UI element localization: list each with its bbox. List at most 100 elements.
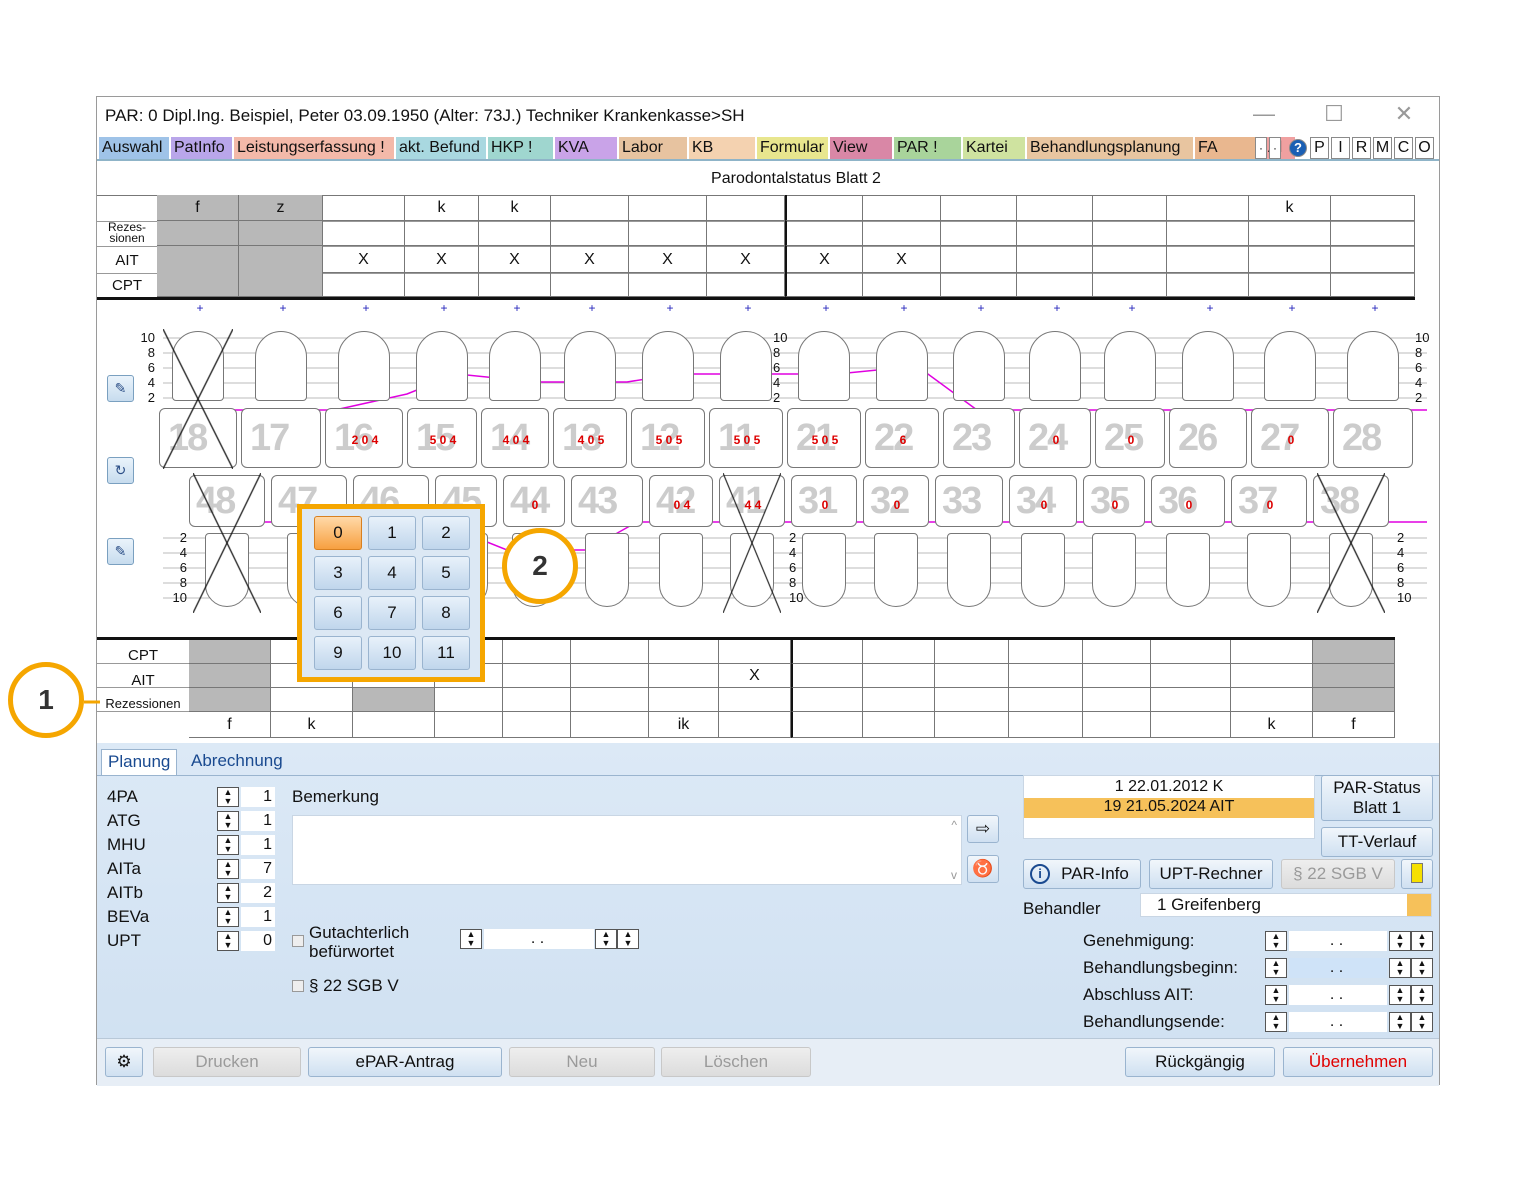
depth-button-2[interactable]: 2 — [422, 516, 470, 550]
lower-cell[interactable] — [435, 712, 503, 738]
upper-cell[interactable] — [629, 221, 707, 246]
upper-cell[interactable] — [707, 272, 785, 297]
tooth-crown[interactable]: 12 5 0 5 — [631, 408, 705, 468]
lower-cell[interactable] — [935, 640, 1009, 664]
upper-cell[interactable]: X — [405, 246, 479, 273]
tooth-crown[interactable]: 27 0 — [1251, 408, 1329, 468]
lower-cell[interactable] — [1313, 664, 1395, 688]
depth-button-9[interactable]: 9 — [314, 636, 362, 670]
tooth-crown[interactable]: 15 5 0 4 — [407, 408, 477, 468]
menu-scroll-left[interactable]: · — [1255, 137, 1267, 159]
lower-cell[interactable] — [1313, 640, 1395, 664]
lower-cell[interactable] — [1083, 640, 1151, 664]
depth-button-10[interactable]: 10 — [368, 636, 416, 670]
upper-cell[interactable] — [863, 195, 941, 221]
lower-cell[interactable] — [649, 640, 719, 664]
date-spinner[interactable]: ▲ ▼ — [1389, 985, 1411, 1005]
upper-cell[interactable]: X — [785, 246, 863, 273]
date-spin-up2[interactable]: ▲ ▼ — [617, 929, 639, 949]
upper-cell[interactable] — [551, 272, 629, 297]
depth-button-0[interactable]: 0 — [314, 516, 362, 550]
nav-button-P[interactable]: P — [1310, 137, 1329, 159]
lower-cell[interactable] — [571, 640, 649, 664]
lower-cell[interactable] — [189, 688, 271, 712]
upper-cell[interactable]: z — [239, 195, 323, 221]
upper-cell[interactable]: X — [479, 246, 551, 273]
lower-cell[interactable] — [719, 688, 791, 712]
lower-cell[interactable] — [1009, 688, 1083, 712]
gutachterlich-checkbox[interactable] — [292, 935, 304, 947]
counter-spinner[interactable]: ▲ ▼ — [217, 835, 239, 855]
tooth-crown[interactable]: 25 0 — [1095, 408, 1165, 468]
lower-cell[interactable] — [1009, 664, 1083, 688]
upper-cell[interactable] — [1017, 221, 1093, 246]
date-value[interactable]: . . — [1289, 1012, 1387, 1032]
upper-cell[interactable] — [863, 221, 941, 246]
lower-cell[interactable] — [1009, 640, 1083, 664]
upper-cell[interactable]: f — [157, 195, 239, 221]
upper-cell[interactable] — [323, 272, 405, 297]
history-list[interactable]: 1 22.01.2012 K 19 21.05.2024 AIT — [1023, 775, 1315, 839]
upper-cell[interactable] — [941, 246, 1017, 273]
upper-cell[interactable] — [323, 195, 405, 221]
upper-cell[interactable]: X — [863, 246, 941, 273]
upper-cell[interactable] — [941, 221, 1017, 246]
menu-tab-3[interactable]: akt. Befund — [396, 137, 486, 159]
nav-button-C[interactable]: C — [1394, 137, 1413, 159]
upper-cell[interactable] — [707, 221, 785, 246]
upper-cell[interactable] — [941, 195, 1017, 221]
date-value[interactable]: . . — [1289, 931, 1387, 951]
tooth-crown[interactable]: 33 — [935, 475, 1003, 527]
lower-cell[interactable] — [863, 688, 935, 712]
upper-cell[interactable] — [323, 221, 405, 246]
lower-cell[interactable] — [1151, 664, 1231, 688]
lower-cell[interactable] — [1151, 712, 1231, 738]
date-spinner[interactable]: ▲ ▼ — [1389, 1012, 1411, 1032]
lower-cell[interactable] — [935, 712, 1009, 738]
tooth-crown[interactable]: 34 0 — [1009, 475, 1077, 527]
tooth-crown[interactable]: 37 0 — [1231, 475, 1307, 527]
tooth-crown[interactable]: 35 0 — [1083, 475, 1145, 527]
upper-cell[interactable] — [1249, 272, 1331, 297]
nav-button-O[interactable]: O — [1415, 137, 1434, 159]
tooth-crown[interactable]: 23 — [943, 408, 1015, 468]
counter-value[interactable]: 1 — [241, 907, 275, 927]
menu-tab-2[interactable]: Leistungserfassung ! — [234, 137, 394, 159]
lower-cell[interactable] — [571, 688, 649, 712]
nav-button-R[interactable]: R — [1352, 137, 1371, 159]
tooth-crown[interactable]: 31 0 — [791, 475, 857, 527]
upt-rechner-button[interactable]: UPT-Rechner — [1149, 859, 1273, 889]
tooth-crown[interactable]: 36 0 — [1151, 475, 1225, 527]
lower-cell[interactable] — [1313, 688, 1395, 712]
lower-cell[interactable] — [1083, 664, 1151, 688]
date-value[interactable]: . . — [1289, 985, 1387, 1005]
menu-tab-9[interactable]: View — [830, 137, 892, 159]
lower-cell[interactable] — [791, 664, 863, 688]
lower-cell[interactable] — [935, 688, 1009, 712]
tooth-crown[interactable]: 21 5 0 5 — [787, 408, 861, 468]
tooth-crown[interactable]: 11 5 0 5 — [709, 408, 783, 468]
upper-cell[interactable] — [1167, 272, 1249, 297]
upper-cell[interactable] — [1093, 195, 1167, 221]
loeschen-button[interactable]: Löschen — [661, 1047, 811, 1077]
tooth-crown[interactable]: 14 4 0 4 — [481, 408, 549, 468]
par-info-button[interactable]: i PAR-Info — [1023, 859, 1141, 889]
lower-cell[interactable] — [791, 640, 863, 664]
tab-planung[interactable]: Planung — [101, 749, 178, 775]
tooth-crown[interactable]: 42 0 4 — [649, 475, 713, 527]
lower-cell[interactable] — [435, 688, 503, 712]
depth-button-4[interactable]: 4 — [368, 556, 416, 590]
menu-scroll-right[interactable]: · — [1269, 137, 1281, 159]
upper-cell[interactable] — [1017, 246, 1093, 273]
history-item-selected[interactable]: 19 21.05.2024 AIT — [1024, 798, 1314, 818]
upper-cell[interactable] — [239, 221, 323, 246]
date-value[interactable]: . . — [1289, 958, 1387, 978]
maximize-button[interactable]: ☐ — [1324, 101, 1344, 126]
upper-cell[interactable] — [785, 221, 863, 246]
tab-abrechnung[interactable]: Abrechnung — [191, 751, 283, 770]
tooth-icon[interactable]: ♉ — [967, 855, 999, 883]
depth-button-5[interactable]: 5 — [422, 556, 470, 590]
tooth-crown[interactable]: 17 — [241, 408, 321, 468]
refresh-icon[interactable]: ↻ — [107, 457, 134, 484]
upper-cell[interactable] — [239, 246, 323, 273]
